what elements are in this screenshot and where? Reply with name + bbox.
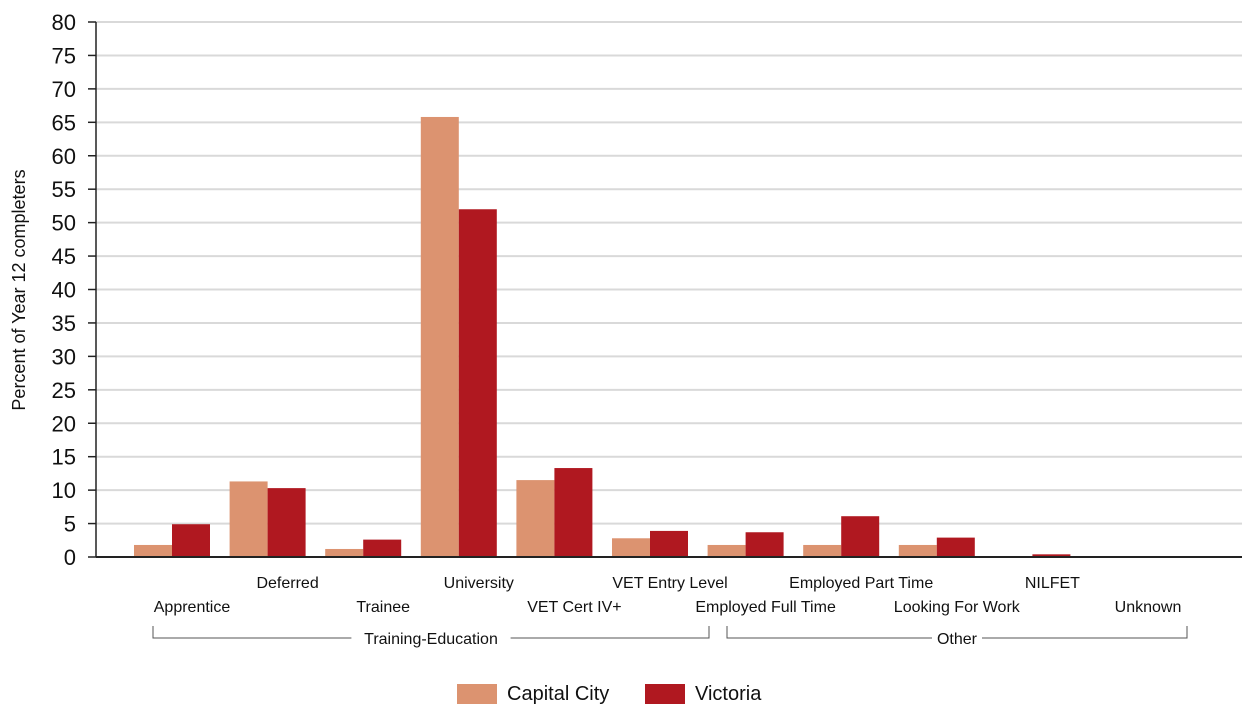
category-label: Looking For Work	[894, 599, 1021, 616]
bar-capital-city	[516, 480, 555, 557]
legend-label: Victoria	[695, 683, 762, 704]
category-label: Unknown	[1115, 599, 1182, 616]
y-tick-label: 10	[52, 478, 76, 503]
group-bracket-right	[510, 626, 710, 639]
category-label: VET Cert IV+	[527, 599, 621, 616]
category-label: Employed Part Time	[789, 575, 933, 592]
category-label: Trainee	[356, 599, 410, 616]
bar-capital-city	[229, 481, 268, 557]
y-tick-label: 0	[64, 545, 76, 570]
y-tick-label: 35	[52, 311, 76, 336]
y-tick-label: 70	[52, 77, 76, 102]
group-label: Other	[937, 631, 978, 648]
y-tick-label: 20	[52, 411, 76, 436]
bar-victoria	[554, 468, 593, 557]
bar-victoria	[267, 488, 306, 557]
bar-victoria	[363, 539, 402, 557]
y-tick-label: 15	[52, 445, 76, 470]
bar-capital-city	[612, 538, 650, 557]
y-tick-label: 30	[52, 344, 76, 369]
gridlines	[96, 21, 1242, 525]
group-bracket-left	[152, 626, 352, 639]
y-tick-label: 55	[52, 177, 76, 202]
bar-victoria	[841, 516, 880, 557]
y-tick-label: 50	[52, 211, 76, 236]
category-label: Deferred	[256, 575, 318, 592]
bar-capital-city	[803, 544, 842, 557]
group-label: Training-Education	[364, 631, 498, 648]
bar-victoria	[936, 537, 975, 557]
bar-victoria	[1032, 554, 1071, 557]
group-bracket-left	[726, 626, 932, 639]
bars	[134, 116, 1166, 558]
legend: Capital City Victoria	[457, 683, 762, 704]
y-tick-label: 60	[52, 144, 76, 169]
bar-capital-city	[707, 544, 746, 557]
category-labels: Apprentice Deferred Trainee University VET C…	[154, 575, 1182, 616]
bar-capital-city	[420, 116, 459, 558]
bar-victoria	[745, 532, 784, 557]
y-tick-label: 25	[52, 378, 76, 403]
legend-swatch	[457, 684, 497, 704]
bar-victoria	[650, 530, 688, 557]
y-axis-label: Percent of Year 12 completers	[9, 169, 29, 410]
bar-victoria	[172, 524, 210, 557]
category-label: NILFET	[1025, 575, 1080, 592]
group-brackets: Training-Education Other	[152, 626, 1188, 648]
y-tick-label: 45	[52, 244, 76, 269]
legend-label: Capital City	[507, 683, 609, 704]
y-tick-labels: 0 5 10 15 20 25 30 35 40 45 50 55 60 65 70 75 80	[52, 10, 96, 570]
category-label: Employed Full Time	[695, 599, 836, 616]
bar-capital-city	[325, 548, 364, 557]
y-tick-label: 40	[52, 278, 76, 303]
legend-swatch	[645, 684, 685, 704]
y-tick-label: 75	[52, 43, 76, 68]
bar-victoria	[458, 209, 497, 557]
y-tick-label: 65	[52, 110, 76, 135]
category-label: University	[444, 575, 514, 592]
category-label: VET Entry Level	[612, 575, 727, 592]
category-label: Apprentice	[154, 599, 231, 616]
y-tick-label: 80	[52, 10, 76, 35]
bar-capital-city	[898, 544, 937, 557]
group-bracket-right	[982, 626, 1188, 639]
y-tick-label: 5	[64, 512, 76, 537]
bar-capital-city	[134, 544, 172, 557]
